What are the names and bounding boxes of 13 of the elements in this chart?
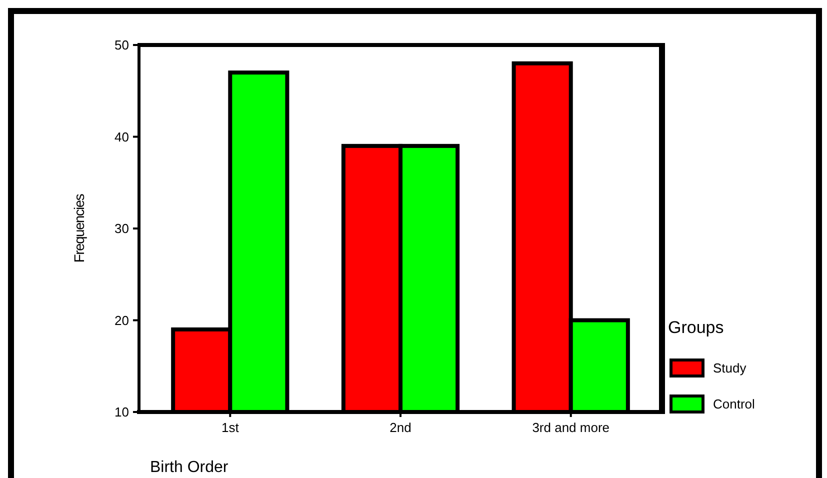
y-tick-label: 30 xyxy=(114,221,129,236)
x-axis-title: Birth Order xyxy=(150,459,229,476)
x-tick-label: 2nd xyxy=(390,420,412,435)
legend-title: Groups xyxy=(668,318,724,337)
x-tick-label: 1st xyxy=(221,420,240,435)
y-tick-label: 20 xyxy=(114,312,129,328)
y-tick-label: 50 xyxy=(114,38,129,53)
y-tick-label: 10 xyxy=(114,404,129,420)
legend-label: Control xyxy=(713,396,756,412)
legend-label: Study xyxy=(713,360,747,376)
x-tick-label: 3rd and more xyxy=(532,420,610,435)
y-axis-title: Frequencies xyxy=(71,194,87,263)
y-tick-label: 40 xyxy=(114,129,129,144)
